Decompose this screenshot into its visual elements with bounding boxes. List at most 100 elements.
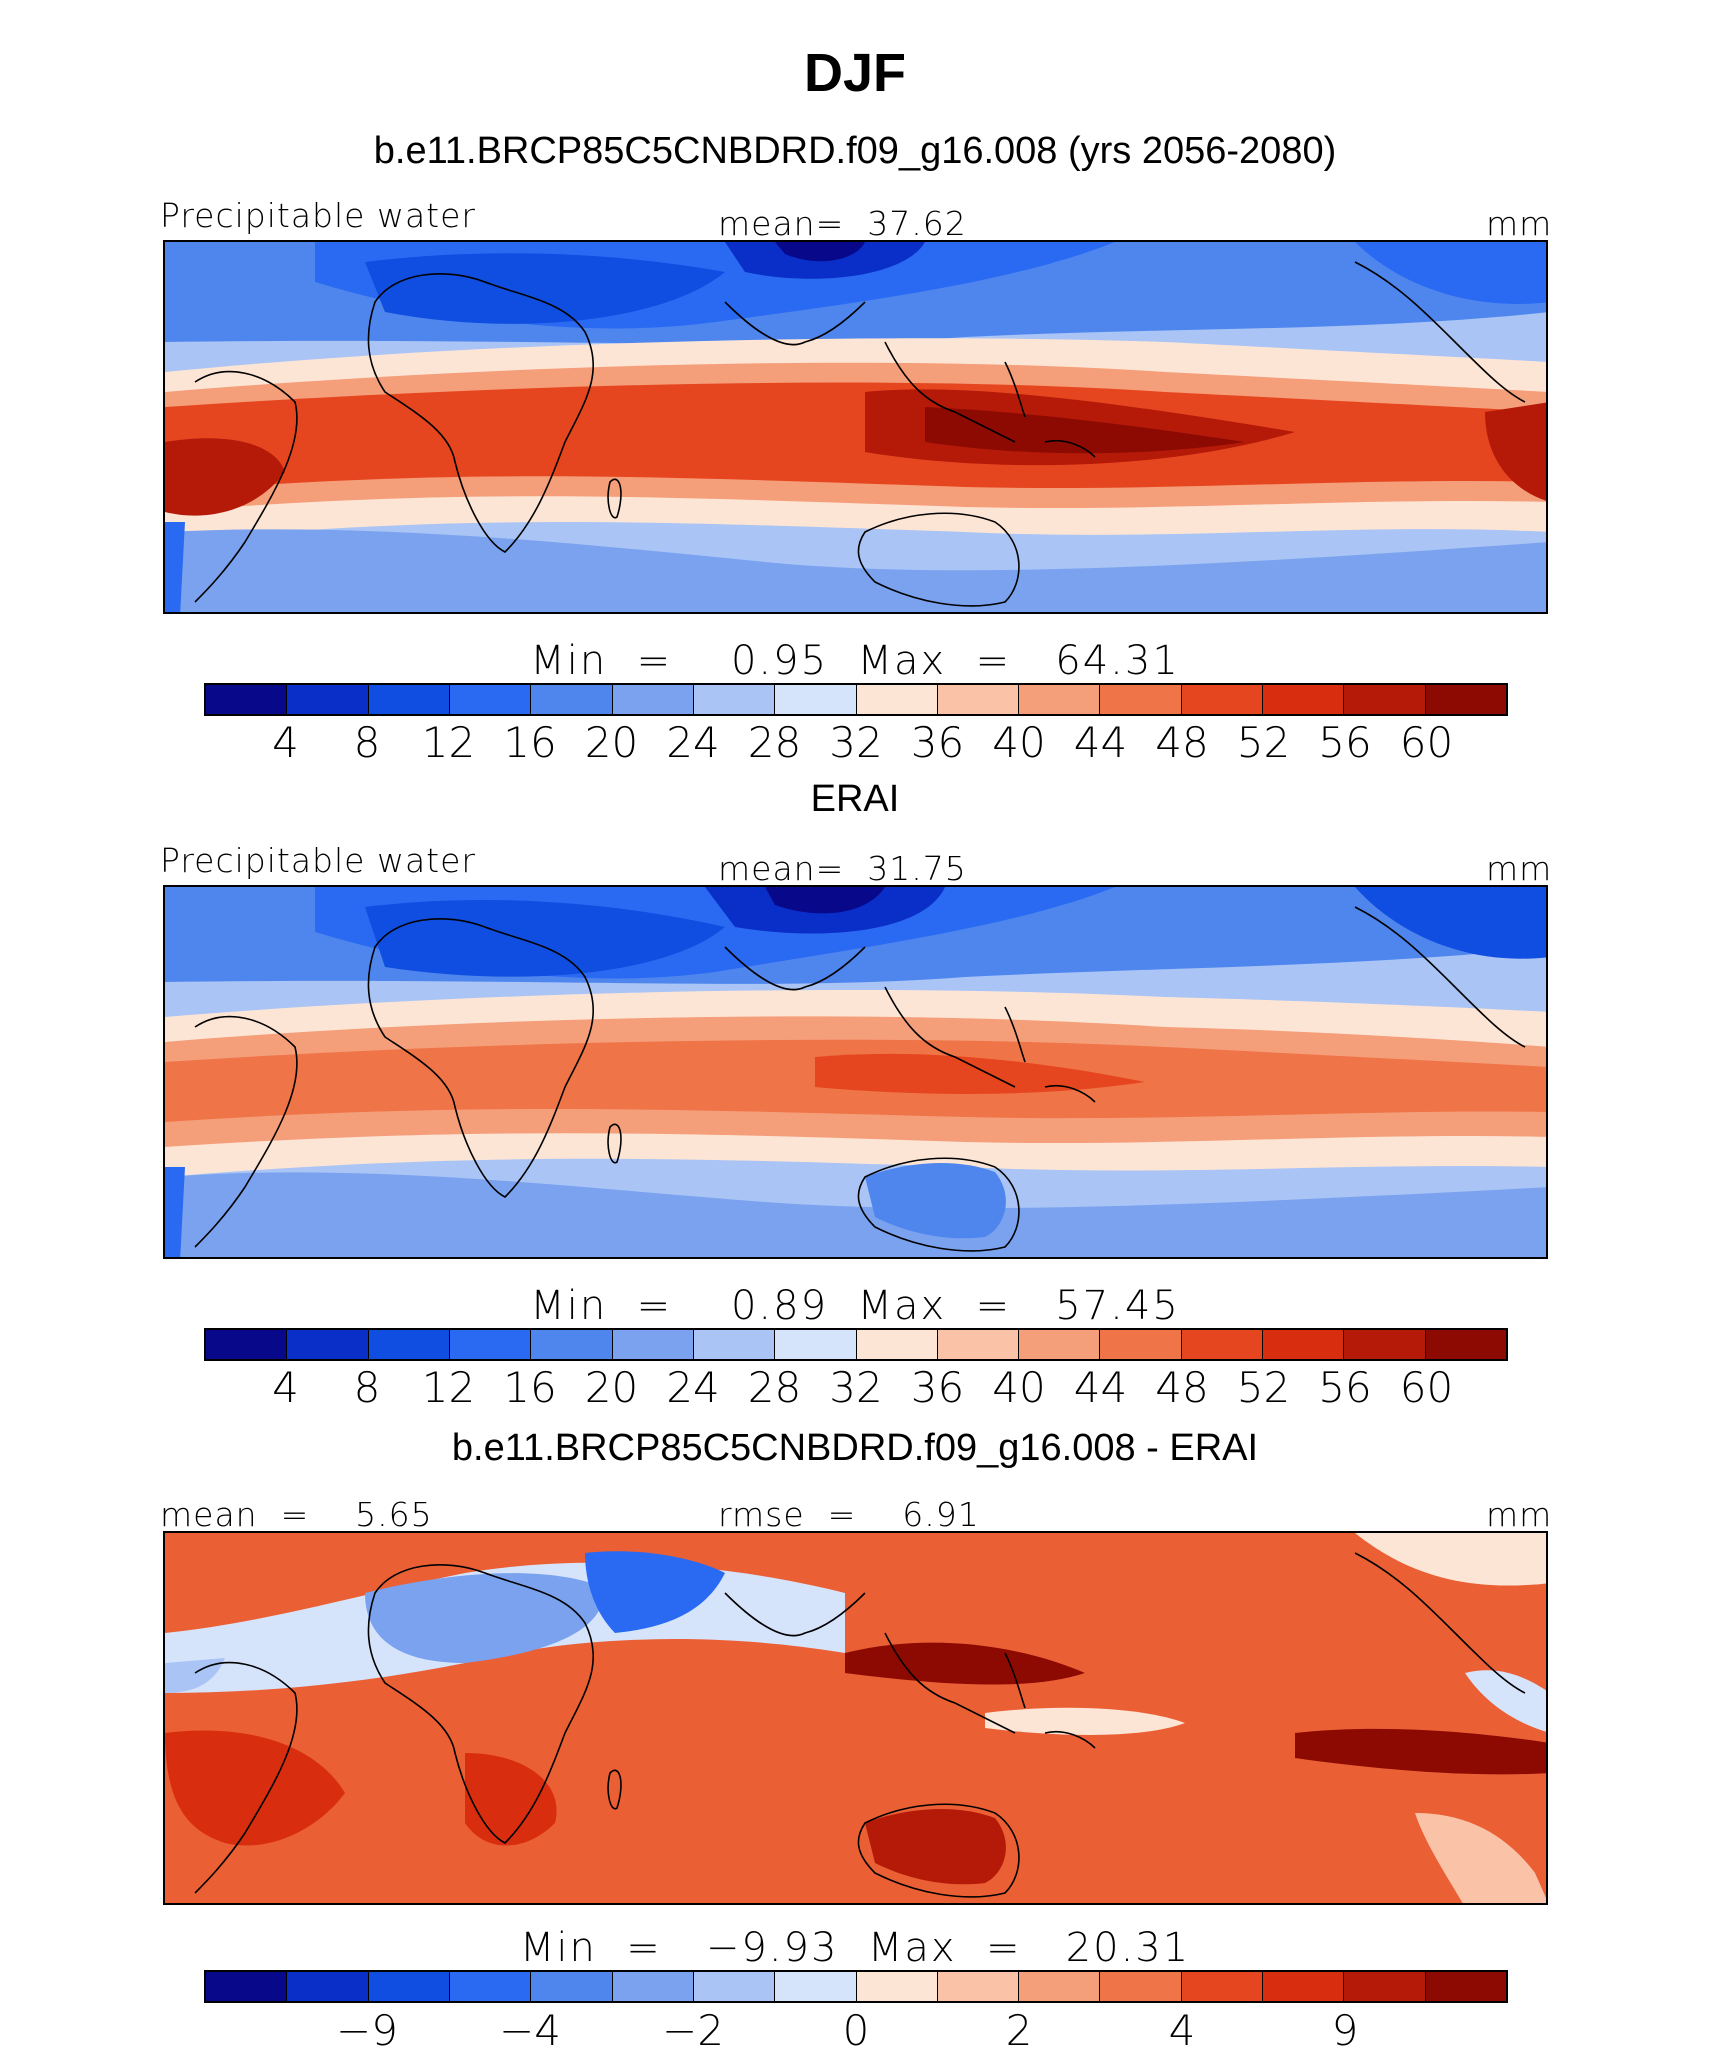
- colorbar-segment: [287, 685, 369, 714]
- figure-title: DJF: [803, 43, 906, 103]
- colorbar-segment: [449, 1330, 532, 1359]
- panel-3-map: [163, 1531, 1548, 1905]
- colorbar-segment: [449, 1972, 532, 2001]
- panel-3-title: b.e11.BRCP85C5CNBDRD.f09_g16.008 - ERAI: [451, 1427, 1259, 1469]
- colorbar-segment: [1019, 685, 1101, 714]
- colorbar-segment: [1100, 685, 1182, 714]
- colorbar-tick-label: −2: [662, 2006, 724, 2055]
- colorbar-segment: [693, 1330, 776, 1359]
- colorbar-segment: [693, 685, 776, 714]
- panel-2-center-label: mean= 31.75: [718, 849, 967, 888]
- colorbar-tick-label: 4: [272, 1363, 299, 1412]
- colorbar-tick-label: 44: [1073, 1363, 1128, 1412]
- colorbar-segment: [206, 685, 288, 714]
- panel-1-right-label: mm: [1486, 204, 1553, 243]
- colorbar-tick-label: 48: [1155, 1363, 1209, 1412]
- colorbar-segment: [206, 1972, 288, 2001]
- panel-2-left-label: Precipitable water: [160, 841, 476, 880]
- colorbar-segment: [1263, 685, 1345, 714]
- colorbar-segment: [1425, 685, 1506, 714]
- colorbar-tick-label: 24: [666, 1363, 720, 1412]
- colorbar-segment: [1181, 1972, 1264, 2001]
- colorbar-segment: [1263, 1330, 1345, 1359]
- colorbar-segment: [1344, 1330, 1426, 1359]
- colorbar-tick-label: 40: [992, 718, 1046, 767]
- colorbar-segment: [287, 1330, 369, 1359]
- colorbar-tick-label: 28: [747, 1363, 802, 1412]
- colorbar-segment: [1100, 1330, 1182, 1359]
- colorbar-tick-label: 20: [584, 718, 639, 767]
- colorbar-segment: [1263, 1972, 1345, 2001]
- colorbar-segment: [1181, 685, 1264, 714]
- colorbar-segment: [1425, 1972, 1506, 2001]
- panel-3-right-label: mm: [1486, 1495, 1553, 1534]
- colorbar-segment: [368, 1972, 450, 2001]
- colorbar-tick-label: 12: [421, 1363, 476, 1412]
- colorbar-tick-label: 40: [992, 1363, 1046, 1412]
- colorbar-tick-label: 8: [353, 1363, 381, 1412]
- colorbar-tick-label: 0: [842, 2006, 870, 2055]
- colorbar-tick-label: 32: [829, 1363, 883, 1412]
- panel-1-title: b.e11.BRCP85C5CNBDRD.f09_g16.008 (yrs 20…: [373, 130, 1337, 172]
- panel-2-min-max: Min = 0.89 Max = 57.45: [530, 1283, 1180, 1329]
- colorbar-tick-label: 9: [1331, 2006, 1359, 2055]
- colorbar-tick-label: 2: [1005, 2006, 1033, 2055]
- colorbar-tick-label: 24: [666, 718, 720, 767]
- colorbar-segment: [368, 1330, 450, 1359]
- colorbar-tick-label: 8: [353, 718, 381, 767]
- colorbar-tick-label: 52: [1236, 1363, 1291, 1412]
- colorbar-segment: [1425, 1330, 1506, 1359]
- colorbar-segment: [612, 685, 694, 714]
- colorbar-tick-label: 12: [421, 718, 476, 767]
- colorbar-tick-label: 60: [1399, 718, 1454, 767]
- colorbar-tick-label: −9: [336, 2006, 398, 2055]
- colorbar-tick-label: 36: [910, 1363, 965, 1412]
- colorbar-tick-label: 4: [272, 718, 299, 767]
- colorbar-tick-label: 4: [1168, 2006, 1196, 2055]
- colorbar-tick-label: 60: [1399, 1363, 1454, 1412]
- colorbar-segment: [775, 1330, 857, 1359]
- panel-3-center-label: rmse = 6.91: [718, 1495, 980, 1534]
- panel-1-left-label: Precipitable water: [160, 196, 476, 235]
- colorbar-tick-label: 48: [1155, 718, 1209, 767]
- colorbar-tick-label: 44: [1073, 718, 1128, 767]
- panel-2-map: [163, 885, 1548, 1259]
- colorbar-segment: [287, 1972, 369, 2001]
- panel-2-title: ERAI: [810, 778, 900, 820]
- colorbar-segment: [856, 1972, 938, 2001]
- panel-3-colorbar-ticks: −9 −4 −2 0 2 4 9: [204, 2006, 1508, 2056]
- colorbar-segment: [775, 1972, 857, 2001]
- colorbar-segment: [612, 1330, 694, 1359]
- colorbar-tick-label: 20: [584, 1363, 639, 1412]
- panel-1-colorbar-ticks: 4 8 12 16 20 24 28 32 36 40 44 48 52 56 60: [204, 718, 1508, 768]
- colorbar-segment: [1344, 1972, 1426, 2001]
- colorbar-segment: [1019, 1330, 1101, 1359]
- panel-2-colorbar: [204, 1328, 1508, 1361]
- colorbar-segment: [937, 1330, 1020, 1359]
- colorbar-segment: [937, 685, 1020, 714]
- colorbar-segment: [856, 685, 938, 714]
- colorbar-segment: [1100, 1972, 1182, 2001]
- colorbar-tick-label: 56: [1318, 1363, 1372, 1412]
- panel-2-right-label: mm: [1486, 849, 1553, 888]
- colorbar-segment: [775, 685, 857, 714]
- panel-1-min-max: Min = 0.95 Max = 64.31: [530, 638, 1180, 684]
- colorbar-segment: [368, 685, 450, 714]
- colorbar-tick-label: 32: [829, 718, 883, 767]
- colorbar-tick-label: 16: [503, 718, 557, 767]
- colorbar-segment: [531, 1330, 613, 1359]
- colorbar-segment: [1019, 1972, 1101, 2001]
- colorbar-tick-label: 16: [503, 1363, 557, 1412]
- colorbar-segment: [206, 1330, 288, 1359]
- colorbar-segment: [531, 1972, 613, 2001]
- colorbar-segment: [693, 1972, 776, 2001]
- colorbar-segment: [449, 685, 532, 714]
- colorbar-segment: [1344, 685, 1426, 714]
- panel-1-map: [163, 240, 1548, 614]
- panel-1-center-label: mean= 37.62: [718, 204, 967, 243]
- colorbar-segment: [856, 1330, 938, 1359]
- colorbar-tick-label: 36: [910, 718, 965, 767]
- colorbar-segment: [531, 685, 613, 714]
- colorbar-tick-label: 56: [1318, 718, 1372, 767]
- colorbar-segment: [612, 1972, 694, 2001]
